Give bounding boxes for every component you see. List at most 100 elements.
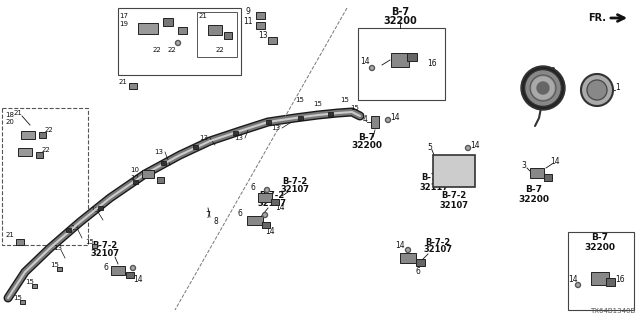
Text: 5: 5 xyxy=(437,159,441,164)
Circle shape xyxy=(264,188,269,193)
Bar xyxy=(247,215,263,225)
Bar xyxy=(129,83,137,89)
Circle shape xyxy=(587,80,607,100)
Text: 14: 14 xyxy=(568,275,578,284)
Bar xyxy=(224,31,232,38)
Text: B-7-2: B-7-2 xyxy=(259,191,285,200)
Bar xyxy=(298,116,303,120)
Text: 5: 5 xyxy=(454,166,459,175)
Circle shape xyxy=(262,212,268,218)
Text: B-7-2: B-7-2 xyxy=(426,238,451,247)
Bar xyxy=(266,120,271,124)
Bar xyxy=(544,173,552,180)
Circle shape xyxy=(177,42,179,44)
Bar xyxy=(391,53,409,67)
Text: 32107: 32107 xyxy=(280,185,310,194)
Text: 15: 15 xyxy=(340,97,349,103)
Text: B-7-1: B-7-1 xyxy=(421,173,447,182)
Text: 22: 22 xyxy=(168,47,177,53)
Bar xyxy=(138,22,158,34)
Circle shape xyxy=(526,71,560,105)
Circle shape xyxy=(532,77,554,99)
Text: 17: 17 xyxy=(120,13,129,19)
Text: 3: 3 xyxy=(522,162,527,171)
Circle shape xyxy=(264,214,266,216)
Circle shape xyxy=(465,146,470,150)
Text: 5: 5 xyxy=(428,143,433,153)
Circle shape xyxy=(266,189,268,191)
Text: 12: 12 xyxy=(131,175,140,181)
Text: 13: 13 xyxy=(90,207,99,213)
Bar xyxy=(407,53,417,61)
Bar xyxy=(258,193,272,202)
Text: B-7: B-7 xyxy=(591,234,609,243)
Text: 19: 19 xyxy=(120,21,129,27)
Circle shape xyxy=(537,82,549,94)
Text: 8: 8 xyxy=(214,218,218,227)
Bar xyxy=(142,170,154,178)
Text: 21: 21 xyxy=(6,232,15,238)
Bar xyxy=(92,244,97,248)
Text: 20: 20 xyxy=(6,119,15,125)
Bar xyxy=(400,253,416,263)
Bar xyxy=(415,259,424,266)
Text: 13: 13 xyxy=(70,225,79,231)
Circle shape xyxy=(371,67,373,69)
Text: 15: 15 xyxy=(351,105,360,111)
Text: 22: 22 xyxy=(216,47,225,53)
Text: 1: 1 xyxy=(616,84,620,92)
Text: B-7: B-7 xyxy=(358,132,376,141)
Circle shape xyxy=(407,249,409,251)
Bar xyxy=(19,300,24,304)
Bar xyxy=(161,161,166,165)
Bar xyxy=(163,18,173,26)
Bar xyxy=(118,8,241,75)
Circle shape xyxy=(175,41,180,45)
Bar xyxy=(97,206,102,210)
Text: B-7: B-7 xyxy=(391,7,409,17)
Bar xyxy=(268,36,276,44)
Circle shape xyxy=(387,119,389,121)
Text: 14: 14 xyxy=(265,228,275,236)
Bar xyxy=(16,239,24,245)
Text: 32107: 32107 xyxy=(424,245,452,254)
Bar xyxy=(65,228,70,232)
Text: 32200: 32200 xyxy=(383,16,417,26)
Bar xyxy=(31,284,36,288)
Text: 15: 15 xyxy=(86,239,95,245)
Text: 13: 13 xyxy=(258,31,268,41)
Bar xyxy=(18,148,32,156)
Circle shape xyxy=(581,74,613,106)
Text: 14: 14 xyxy=(360,58,370,67)
Text: 32107: 32107 xyxy=(440,201,468,210)
Text: 6: 6 xyxy=(251,183,255,193)
Bar xyxy=(38,132,45,138)
Text: 32107: 32107 xyxy=(257,198,287,207)
Bar xyxy=(35,152,42,158)
Bar xyxy=(111,266,125,275)
Bar xyxy=(157,177,163,183)
Text: 21: 21 xyxy=(118,79,127,85)
Text: 13: 13 xyxy=(154,149,163,155)
Circle shape xyxy=(385,117,390,123)
Text: 15: 15 xyxy=(296,97,305,103)
Text: 16: 16 xyxy=(427,59,437,68)
Circle shape xyxy=(369,66,374,70)
Text: 32117: 32117 xyxy=(419,182,449,191)
Bar xyxy=(433,155,475,187)
Bar xyxy=(568,232,634,310)
Bar xyxy=(56,267,61,271)
Text: 32200: 32200 xyxy=(351,141,383,150)
Circle shape xyxy=(577,284,579,286)
Bar xyxy=(328,112,333,116)
Bar xyxy=(2,108,88,245)
Bar xyxy=(371,116,379,128)
Bar xyxy=(605,278,614,286)
Bar xyxy=(197,12,237,57)
Text: 32107: 32107 xyxy=(90,249,120,258)
Bar xyxy=(262,222,270,228)
Text: 16: 16 xyxy=(615,275,625,284)
Text: B-7-2: B-7-2 xyxy=(282,177,308,186)
Text: 32200: 32200 xyxy=(584,244,616,252)
Bar xyxy=(132,180,138,184)
